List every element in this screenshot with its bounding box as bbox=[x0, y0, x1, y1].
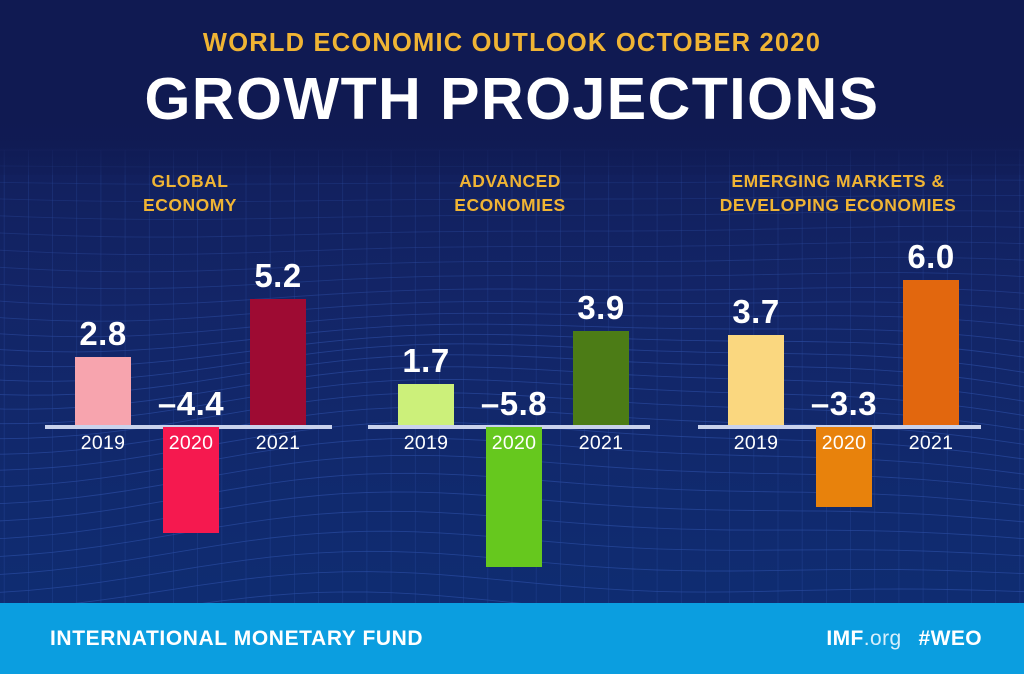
footer-bar: INTERNATIONAL MONETARY FUND IMF.org #WEO bbox=[0, 603, 1024, 674]
chart-group-emerging-markets: 3.7 2019 –3.3 2020 6.0 2021 bbox=[698, 236, 981, 581]
value-label: –4.4 bbox=[157, 385, 225, 422]
year-label: 2021 bbox=[578, 432, 624, 454]
chart-group-advanced-economies: 1.7 2019 –5.8 2020 3.9 2021 bbox=[368, 236, 650, 581]
bar-2019 bbox=[728, 335, 784, 425]
kicker-text: WORLD ECONOMIC OUTLOOK OCTOBER 2020 bbox=[202, 29, 822, 57]
heading-line-2: ECONOMY bbox=[143, 194, 237, 215]
imf-site-bold[interactable]: IMF bbox=[826, 627, 864, 650]
bar-column-2020: –5.8 2020 bbox=[481, 236, 547, 581]
bar-2020 bbox=[816, 427, 872, 507]
bar-2021 bbox=[573, 330, 629, 425]
bar-2021 bbox=[250, 299, 306, 425]
section-heading-emerging-markets: EMERGING MARKETS & DEVELOPING ECONOMIES bbox=[690, 170, 986, 217]
bar-column-2019: 1.7 2019 bbox=[398, 236, 454, 581]
heading-line-2: DEVELOPING ECONOMIES bbox=[719, 194, 957, 215]
heading-line-2: ECONOMIES bbox=[454, 194, 566, 215]
year-label: 2020 bbox=[821, 432, 867, 454]
bar-2021 bbox=[903, 279, 959, 425]
value-label: 1.7 bbox=[402, 341, 450, 379]
year-label: 2021 bbox=[255, 432, 301, 454]
section-heading-global-economy: GLOBAL ECONOMY bbox=[48, 170, 332, 217]
value-label: –3.3 bbox=[810, 385, 878, 422]
bar-column-2019: 3.7 2019 bbox=[728, 236, 784, 581]
page-title: GROWTH PROJECTIONS bbox=[144, 66, 880, 132]
bar-2020 bbox=[486, 427, 542, 568]
bar-2019 bbox=[75, 357, 131, 425]
year-label: 2021 bbox=[908, 432, 954, 454]
bar-column-2021: 6.0 2021 bbox=[903, 236, 959, 581]
value-label: 5.2 bbox=[254, 257, 302, 295]
year-label: 2020 bbox=[491, 432, 537, 454]
hashtag-weo[interactable]: #WEO bbox=[918, 627, 982, 650]
value-label: 6.0 bbox=[907, 237, 955, 275]
year-label: 2019 bbox=[80, 432, 126, 454]
year-label: 2019 bbox=[403, 432, 449, 454]
footer-links: IMF.org #WEO bbox=[826, 627, 982, 651]
section-headings: GLOBAL ECONOMY ADVANCED ECONOMIES EMERGI… bbox=[0, 170, 1024, 225]
heading-line-1: GLOBAL bbox=[151, 171, 229, 191]
bar-column-2020: –3.3 2020 bbox=[811, 236, 877, 581]
heading-line-1: ADVANCED bbox=[459, 171, 561, 191]
bar-column-2019: 2.8 2019 bbox=[75, 236, 131, 581]
bar-column-2021: 5.2 2021 bbox=[250, 236, 306, 581]
year-label: 2020 bbox=[168, 432, 214, 454]
bar-2019 bbox=[398, 383, 454, 425]
chart-group-global-economy: 2.8 2019 –4.4 2020 5.2 2021 bbox=[45, 236, 332, 581]
organization-name: INTERNATIONAL MONETARY FUND bbox=[50, 627, 424, 650]
value-label: 3.7 bbox=[732, 293, 780, 331]
heading-line-1: EMERGING MARKETS & bbox=[731, 171, 945, 191]
bar-2020 bbox=[163, 427, 219, 534]
header: WORLD ECONOMIC OUTLOOK OCTOBER 2020 GROW… bbox=[0, 0, 1024, 129]
value-label: –5.8 bbox=[480, 385, 548, 422]
value-label: 3.9 bbox=[577, 288, 625, 326]
top-gradient-overlay bbox=[0, 0, 1024, 175]
imf-site-suffix[interactable]: .org bbox=[863, 627, 902, 650]
section-heading-advanced-economies: ADVANCED ECONOMIES bbox=[368, 170, 652, 217]
year-label: 2019 bbox=[733, 432, 779, 454]
bar-column-2020: –4.4 2020 bbox=[158, 236, 224, 581]
value-label: 2.8 bbox=[79, 315, 127, 353]
bar-column-2021: 3.9 2021 bbox=[573, 236, 629, 581]
